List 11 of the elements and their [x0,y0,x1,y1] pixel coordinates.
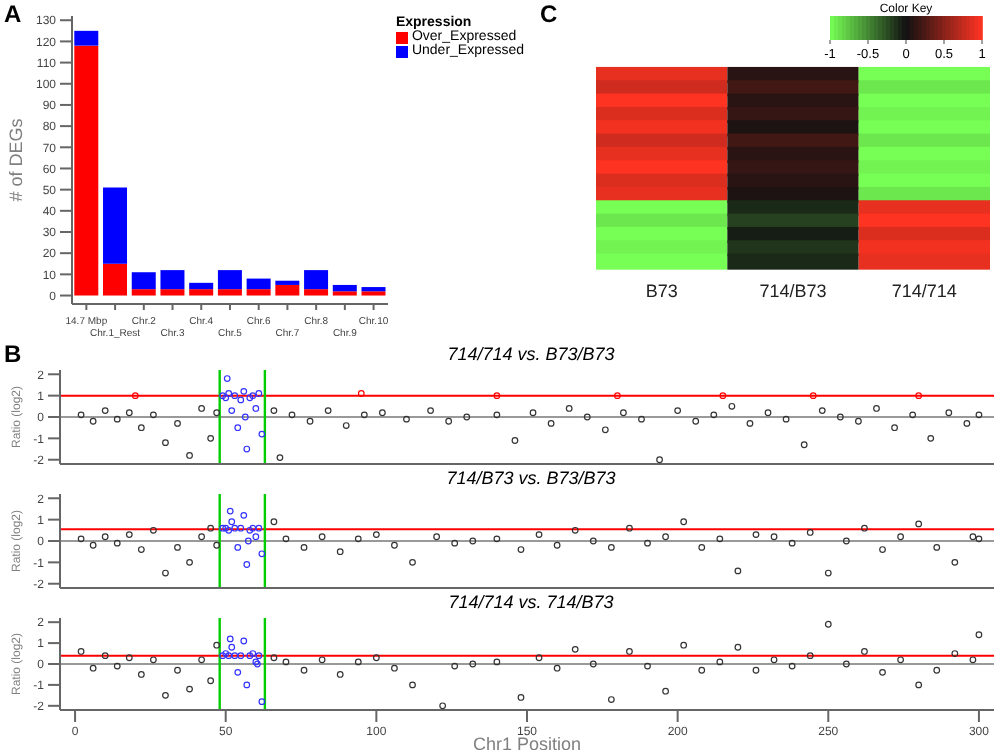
chart-title: 714/B73 vs. B73/B73 [444,468,618,490]
x-tick-label: B73 [645,280,678,301]
chart-title: 714/714 vs. B73/B73 [445,344,617,366]
y-axis-title: # of DEGs [6,117,27,202]
x-tick-label: 714/B73 [759,280,827,301]
x-tick-label: 714/714 [891,280,957,301]
text: C [540,0,558,28]
text: B [4,340,22,368]
text: A [4,0,22,28]
x-axis-title: Chr1 Position [472,734,582,752]
chart-title: 714/714 vs. 714/B73 [446,592,616,614]
